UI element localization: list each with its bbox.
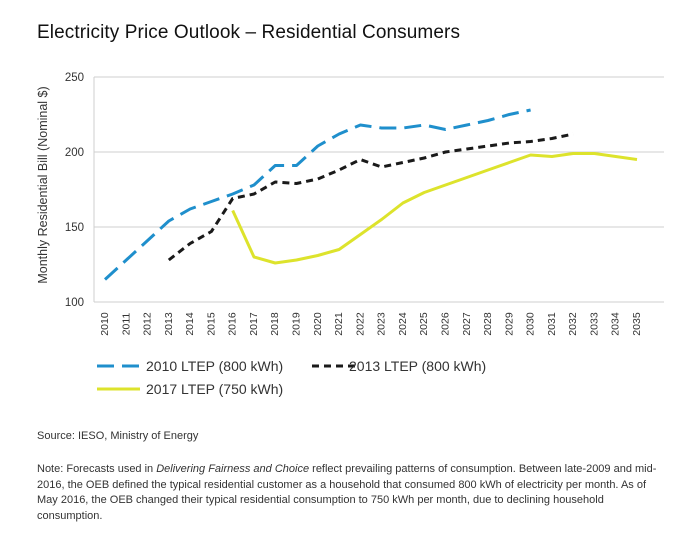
legend-label: 2017 LTEP (750 kWh): [146, 381, 283, 397]
x-tick-label: 2013: [163, 312, 175, 336]
x-tick-label: 2024: [397, 312, 409, 336]
y-tick-label: 150: [65, 222, 84, 234]
x-tick-label: 2020: [312, 312, 324, 336]
y-axis-ticks: 100 150 200 250: [65, 72, 84, 309]
x-tick-label: 2017: [248, 312, 260, 336]
x-tick-label: 2010: [99, 312, 111, 336]
x-tick-label: 2012: [142, 312, 154, 336]
legend-label: 2013 LTEP (800 kWh): [349, 358, 486, 374]
y-tick-label: 200: [65, 147, 84, 159]
footnote: Note: Forecasts used in Delivering Fairn…: [37, 462, 667, 524]
series-line: [103, 108, 531, 281]
x-tick-label: 2030: [525, 312, 537, 336]
x-tick-label: 2028: [482, 312, 494, 336]
note-body: reflect prevailing patterns of consumpti…: [37, 463, 657, 522]
series-line: [167, 132, 574, 262]
x-tick-label: 2016: [227, 312, 239, 336]
x-tick-label: 2011: [120, 313, 132, 336]
y-tick-label: 100: [65, 297, 84, 309]
x-tick-label: 2018: [269, 312, 281, 336]
y-axis-label: Monthly Residential Bill (Nominal $): [36, 86, 50, 283]
x-tick-label: 2031: [546, 312, 558, 336]
x-axis-ticks: 2010 2011 2012 2013 2014 2015 2016 2017 2018 2019…: [99, 312, 643, 336]
note-italic-title: Delivering Fairness and Choice: [156, 463, 310, 475]
x-tick-label: 2034: [610, 312, 622, 336]
gridlines: [93, 76, 664, 303]
series-line: [231, 152, 638, 265]
x-tick-label: 2023: [376, 312, 388, 336]
y-tick-label: 250: [65, 72, 84, 84]
x-tick-label: 2035: [631, 312, 643, 336]
series-lines: [103, 108, 638, 281]
legend-label: 2010 LTEP (800 kWh): [146, 358, 283, 374]
legend: 2010 LTEP (800 kWh) 2013 LTEP (800 kWh) 20…: [97, 358, 486, 397]
x-tick-label: 2014: [184, 312, 196, 336]
note-prefix: Note: Forecasts used in: [37, 463, 157, 475]
x-tick-label: 2032: [567, 312, 579, 336]
x-tick-label: 2022: [354, 312, 366, 336]
source-note: Source: IESO, Ministry of Energy: [37, 430, 199, 442]
x-tick-label: 2019: [291, 312, 303, 336]
x-tick-label: 2033: [588, 312, 600, 336]
x-tick-label: 2025: [418, 312, 430, 336]
x-tick-label: 2021: [333, 312, 345, 336]
x-tick-label: 2029: [503, 312, 515, 336]
x-tick-label: 2026: [439, 312, 451, 336]
x-tick-label: 2015: [205, 312, 217, 336]
x-tick-label: 2027: [461, 312, 473, 336]
chart-title: Electricity Price Outlook – Residential …: [37, 22, 461, 43]
